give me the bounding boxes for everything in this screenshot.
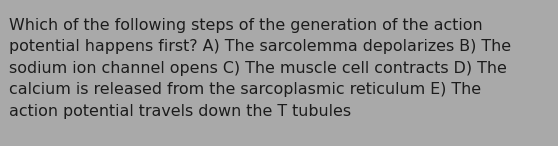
Text: Which of the following steps of the generation of the action
potential happens f: Which of the following steps of the gene… [9,18,511,119]
